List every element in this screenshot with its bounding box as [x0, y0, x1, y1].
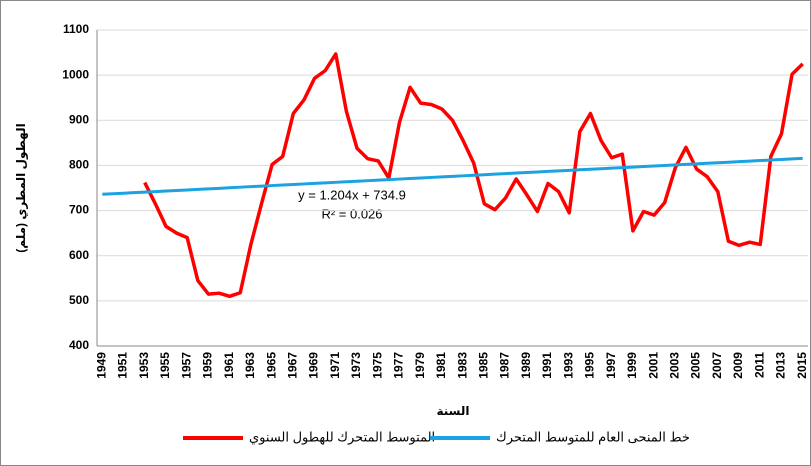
trend-equation: y = 1.204x + 734.9 — [298, 187, 406, 202]
x-tick-label: 2011 — [752, 352, 766, 378]
x-tick-label: 1955 — [158, 352, 172, 379]
series-line — [143, 52, 804, 299]
y-tick-label: 800 — [69, 158, 89, 172]
x-tick-label: 2003 — [668, 352, 682, 379]
x-tick-label: 1949 — [94, 352, 108, 379]
x-tick-label: 1979 — [413, 352, 427, 379]
x-tick-label: 2009 — [731, 352, 745, 379]
x-tick-label: 1987 — [498, 352, 512, 379]
x-tick-label: 1983 — [455, 352, 469, 379]
y-tick-label: 500 — [69, 293, 89, 307]
x-tick-label: 1969 — [307, 352, 321, 379]
x-tick-label: 1999 — [625, 352, 639, 379]
y-tick-label: 1000 — [62, 67, 89, 81]
x-tick-label: 2013 — [774, 352, 788, 379]
x-tick-label: 1989 — [519, 352, 533, 379]
legend-label: خط المنحى العام للمتوسط المتحرك — [496, 429, 690, 445]
x-tick-label: 1959 — [201, 352, 215, 379]
x-axis-title: السنة — [436, 404, 469, 418]
series-line — [102, 156, 803, 196]
y-tick-label: 400 — [69, 338, 89, 352]
x-tick-label: 2007 — [710, 352, 724, 379]
x-tick-label: 2015 — [795, 352, 809, 379]
x-tick-label: 1975 — [370, 352, 384, 379]
x-tick-label: 2001 — [646, 352, 660, 379]
y-tick-label: 900 — [69, 112, 89, 126]
x-tick-label: 1973 — [349, 352, 363, 379]
trend-r-squared: R² = 0.026 — [321, 206, 382, 221]
x-tick-label: 1995 — [583, 352, 597, 379]
y-tick-label: 700 — [69, 203, 89, 217]
x-tick-label: 1957 — [179, 352, 193, 379]
x-tick-label: 1961 — [222, 352, 236, 379]
y-tick-label: 1100 — [63, 22, 89, 36]
y-axis-title: الهطول المطري (ملم) — [14, 123, 29, 252]
x-tick-label: 1963 — [243, 352, 257, 379]
x-tick-label: 1993 — [561, 352, 575, 379]
y-tick-label: 600 — [69, 248, 89, 262]
x-tick-label: 2005 — [689, 352, 703, 379]
x-tick-label: 1971 — [328, 352, 342, 379]
x-tick-label: 1977 — [392, 352, 406, 379]
x-tick-label: 1997 — [604, 352, 618, 379]
x-tick-label: 1985 — [477, 352, 491, 379]
x-tick-label: 1953 — [137, 352, 151, 379]
x-tick-label: 1967 — [285, 352, 299, 379]
x-tick-label: 1991 — [540, 352, 554, 379]
x-tick-label: 1965 — [264, 352, 278, 379]
x-tick-label: 1981 — [434, 352, 448, 379]
x-tick-label: 1951 — [116, 352, 130, 379]
legend-label: المتوسط المتحرك للهطول السنوي — [249, 429, 435, 445]
